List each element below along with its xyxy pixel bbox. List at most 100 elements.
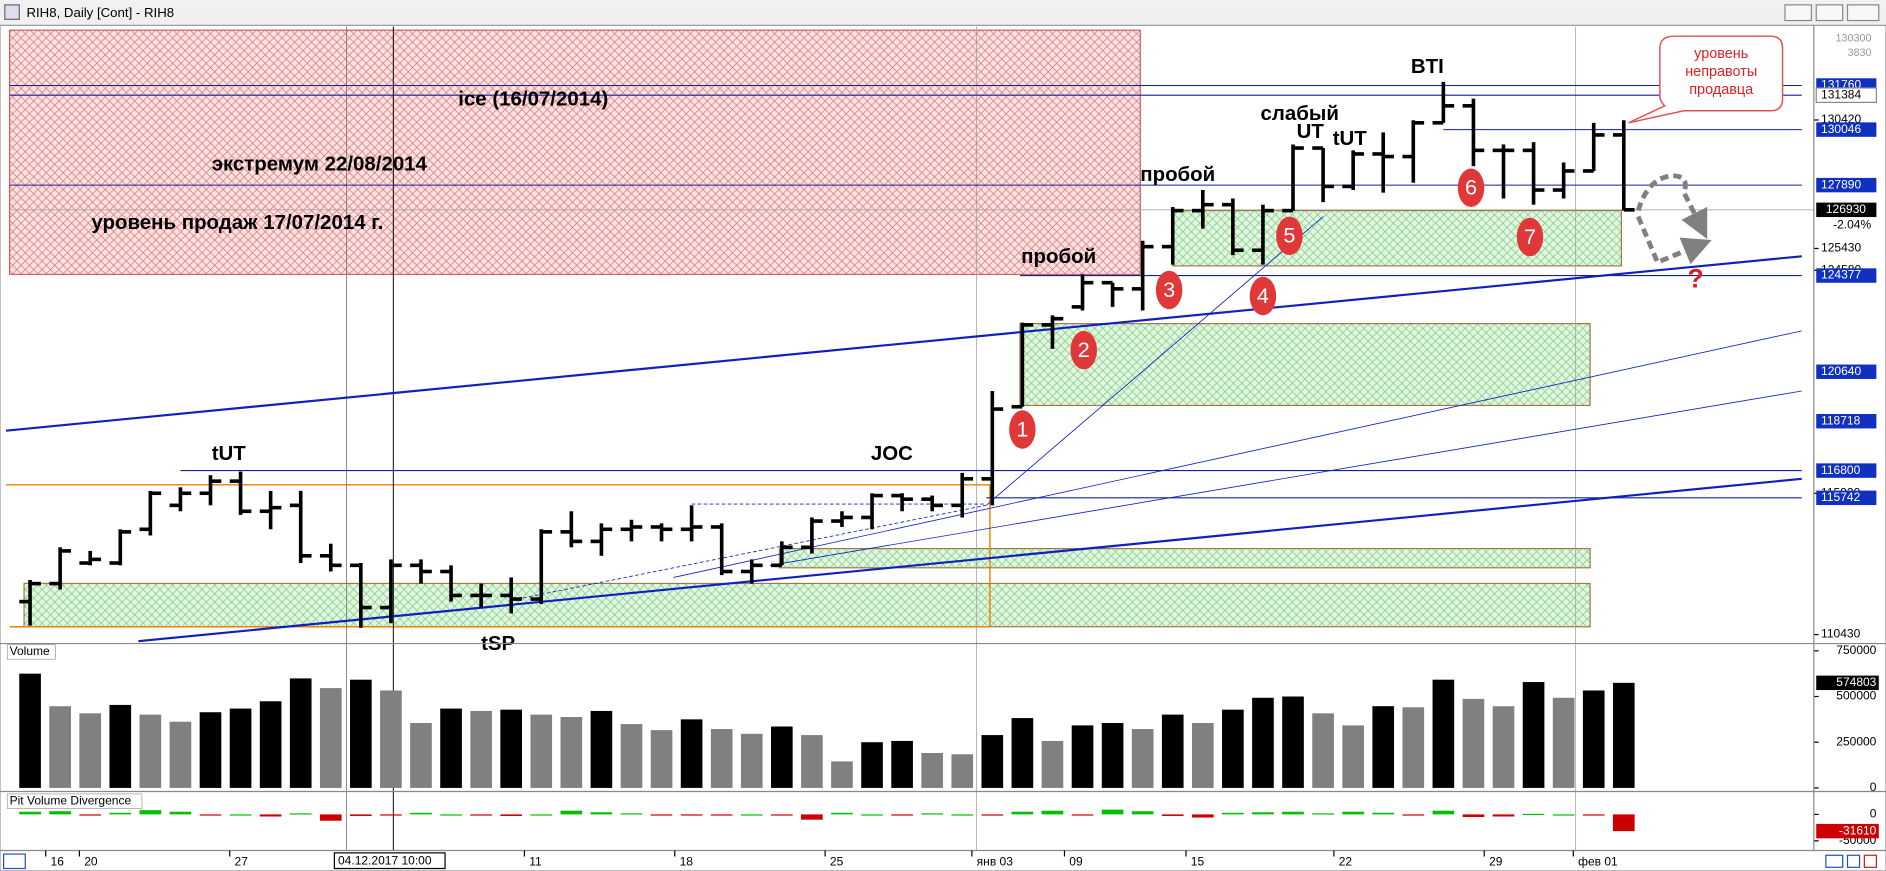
annotation: пробой xyxy=(1140,163,1215,186)
level-label: 116800 xyxy=(1821,463,1861,477)
trend-line xyxy=(5,255,1802,432)
callout-text: продавца xyxy=(1689,82,1754,98)
level-box xyxy=(1816,364,1877,379)
volume-bar xyxy=(1131,729,1154,788)
level-label: 124377 xyxy=(1821,268,1861,282)
number-label: 5 xyxy=(1283,223,1295,248)
volume-bar xyxy=(169,811,192,815)
volume-bar xyxy=(1372,812,1395,815)
trend-line xyxy=(138,477,1802,643)
volume-bar xyxy=(1432,679,1455,788)
green-zone xyxy=(1172,209,1622,267)
volume-bar xyxy=(740,733,763,788)
annotation: BTI xyxy=(1411,55,1444,78)
level-box xyxy=(1816,414,1877,429)
level-box xyxy=(1816,177,1877,193)
icon-button[interactable] xyxy=(3,853,26,870)
volume-bar xyxy=(1582,690,1605,788)
x-tick-label: 18 xyxy=(680,855,694,869)
scenario-arrow xyxy=(1635,173,1708,240)
x-tick-label: 25 xyxy=(830,855,844,869)
volume-bar xyxy=(560,810,583,815)
volume-bar xyxy=(350,679,372,788)
number-badge xyxy=(1249,276,1277,316)
volume-bar xyxy=(199,712,222,788)
trend-line xyxy=(769,390,1802,566)
volume-bar xyxy=(801,814,823,820)
volume-bar xyxy=(770,814,793,816)
x-tick-label: 20 xyxy=(84,855,98,869)
annotation: ? xyxy=(1688,263,1704,293)
volume-bar xyxy=(1191,814,1214,818)
last-price-box xyxy=(1816,202,1877,218)
volume-bar xyxy=(530,814,553,816)
window-title: RIH8, Daily [Cont] - RIH8 xyxy=(26,5,174,20)
level-label: 130046 xyxy=(1821,122,1861,136)
volume-bar xyxy=(1071,814,1094,816)
level-box xyxy=(1815,87,1877,103)
volume-bar xyxy=(440,814,462,816)
window-buttons[interactable] xyxy=(1784,4,1880,22)
volume-bar xyxy=(410,723,432,788)
volume-bar xyxy=(1252,697,1274,788)
level-label: 131384 xyxy=(1821,87,1861,101)
volume-bar xyxy=(891,814,913,816)
annotation: слабый xyxy=(1261,102,1339,125)
volume-bar xyxy=(470,814,492,816)
volume-bar xyxy=(680,719,703,788)
y-tick-label: 750000 xyxy=(1836,643,1876,657)
volume-bar xyxy=(1282,811,1304,815)
annotation: пробой xyxy=(1021,245,1096,268)
volume-bar xyxy=(710,814,733,816)
volume-bar xyxy=(500,814,523,816)
y-tick-label: 0 xyxy=(1870,807,1877,821)
volume-bar xyxy=(921,813,943,815)
volume-bar xyxy=(740,814,763,816)
volume-bar xyxy=(139,810,162,815)
volume-bar xyxy=(1462,814,1485,818)
window-icon xyxy=(4,4,20,20)
volume-bar xyxy=(1402,707,1425,788)
level-box xyxy=(1816,122,1877,137)
x-tick-label: 11 xyxy=(529,855,542,869)
icon-button[interactable] xyxy=(1846,854,1861,868)
volume-bar xyxy=(981,814,1004,816)
volume-bar xyxy=(19,673,41,788)
y-tick-label: 125430 xyxy=(1821,241,1861,255)
volume-bar xyxy=(861,742,883,788)
close-button[interactable] xyxy=(1846,4,1880,22)
resistance-zone xyxy=(9,29,1141,275)
green-zone xyxy=(1019,323,1591,407)
volume-bar xyxy=(861,814,883,816)
number-badge xyxy=(1009,410,1036,449)
y-tick-label: 500000 xyxy=(1836,689,1876,703)
volume-bar xyxy=(19,811,41,815)
level-box xyxy=(1816,463,1877,478)
volume-bar xyxy=(620,724,643,788)
last-value-label: -31610 xyxy=(1839,823,1877,837)
volume-bar xyxy=(530,714,553,788)
volume-bar xyxy=(1522,682,1545,788)
volume-bar xyxy=(380,690,402,788)
maximize-button[interactable] xyxy=(1815,4,1844,22)
icon-button[interactable] xyxy=(1825,854,1844,868)
volume-bar xyxy=(1342,725,1364,788)
annotation: ice (16/07/2014) xyxy=(458,87,608,110)
volume-bar xyxy=(1282,696,1304,788)
minimize-button[interactable] xyxy=(1784,4,1813,22)
volume-bar xyxy=(109,704,132,788)
x-tick-label: фев 01 xyxy=(1578,855,1618,869)
volume-bar xyxy=(1612,814,1635,832)
volume-bar xyxy=(169,721,192,788)
level-label: 115742 xyxy=(1821,490,1861,504)
change-label: -2.04% xyxy=(1833,218,1871,232)
volume-bar xyxy=(229,814,252,816)
icon-button[interactable] xyxy=(1863,854,1877,868)
volume-bar xyxy=(350,814,372,816)
green-zone xyxy=(23,582,1591,628)
volume-bar xyxy=(590,710,613,788)
volume-bar xyxy=(1372,706,1395,788)
callout xyxy=(1628,35,1784,124)
pane-label: Volume xyxy=(10,644,50,658)
bottom-icons[interactable] xyxy=(3,853,1877,870)
